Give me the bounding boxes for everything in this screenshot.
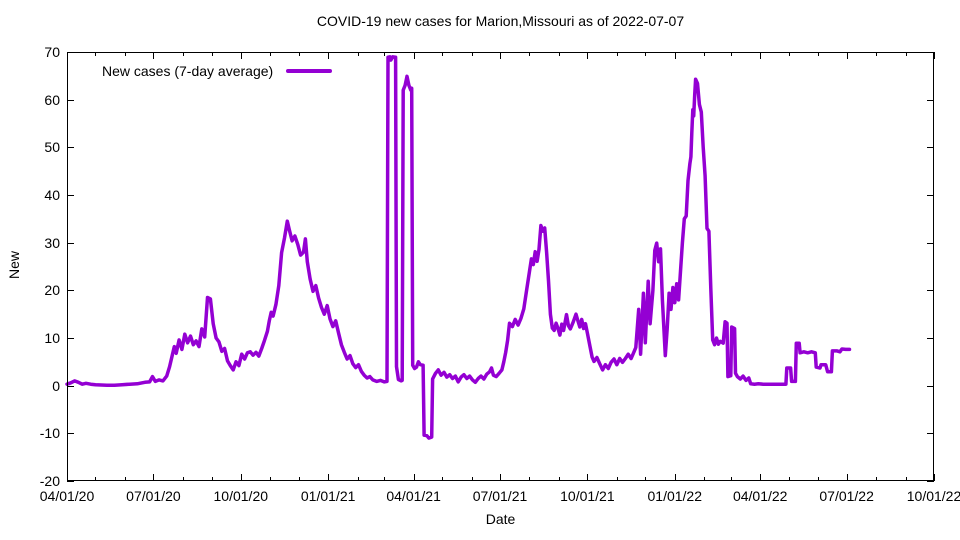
chart-title: COVID-19 new cases for Marion,Missouri a… — [316, 13, 685, 29]
y-tick-label: 50 — [44, 139, 60, 156]
y-tick-label: 0 — [52, 377, 60, 394]
legend: New cases (7-day average) — [102, 63, 333, 79]
y-tick-label: -20 — [39, 473, 60, 489]
x-tick-label: 07/01/20 — [126, 488, 181, 504]
y-tick-label: 30 — [44, 234, 60, 251]
x-tick-label: 04/01/20 — [39, 488, 95, 504]
plot-border — [67, 52, 934, 481]
y-tick-label: -10 — [39, 425, 60, 442]
x-tick-label: 10/01/21 — [560, 488, 615, 504]
x-tick-label: 07/01/22 — [819, 488, 874, 504]
axis-ticks — [67, 52, 935, 482]
series-line — [65, 55, 852, 440]
x-tick-label: 04/01/21 — [386, 488, 441, 504]
y-tick-label: 70 — [44, 44, 60, 60]
y-tick-label: 60 — [44, 91, 60, 108]
x-tick-label: 07/01/21 — [472, 488, 528, 504]
y-tick-label: 10 — [44, 330, 60, 346]
x-tick-label: 04/01/22 — [732, 488, 788, 504]
data-series — [65, 55, 852, 440]
y-tick-label: 20 — [44, 282, 60, 299]
x-tick-label: 01/01/21 — [300, 488, 356, 504]
legend-label: New cases (7-day average) — [102, 63, 274, 79]
legend-line-sample — [286, 69, 333, 73]
x-tick-label: 10/01/20 — [213, 488, 269, 504]
x-tick-label: 01/01/22 — [647, 488, 703, 504]
x-tick-label: 10/01/22 — [906, 488, 960, 504]
x-axis-title: Date — [485, 511, 516, 527]
y-tick-label: 40 — [44, 187, 60, 203]
